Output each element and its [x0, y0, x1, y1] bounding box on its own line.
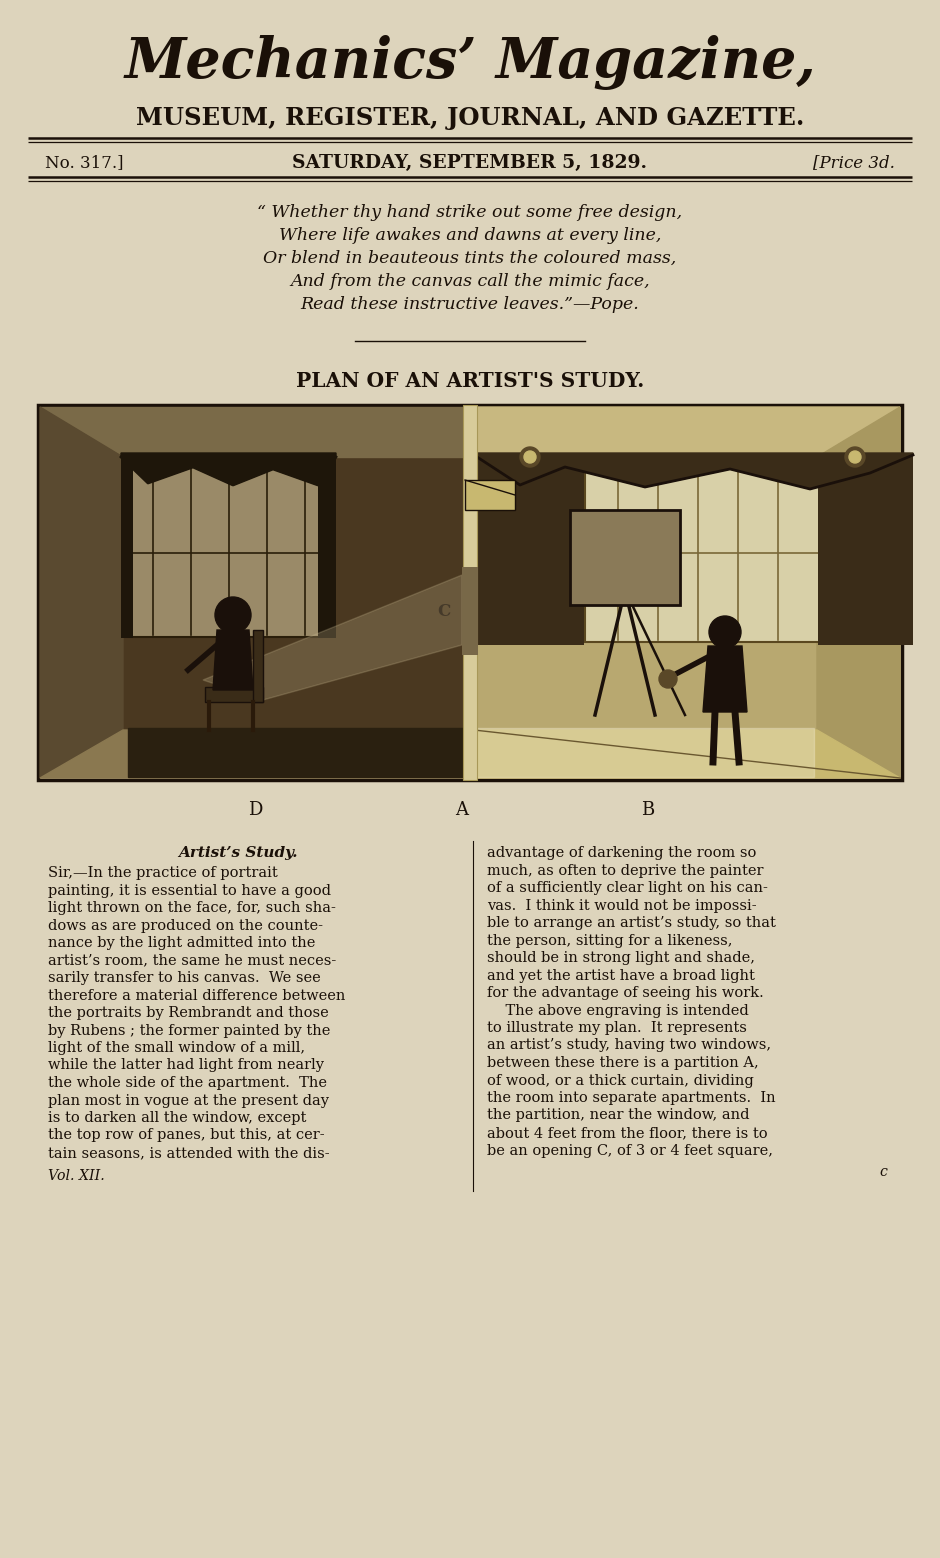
FancyBboxPatch shape [570, 509, 680, 605]
Text: of a sufficiently clear light on his can-: of a sufficiently clear light on his can… [487, 880, 768, 894]
Polygon shape [703, 647, 747, 712]
Text: MUSEUM, REGISTER, JOURNAL, AND GAZETTE.: MUSEUM, REGISTER, JOURNAL, AND GAZETTE. [135, 106, 805, 129]
Text: E: E [505, 464, 518, 481]
FancyBboxPatch shape [205, 687, 263, 703]
Text: Sir,—In the practice of portrait: Sir,—In the practice of portrait [48, 866, 277, 880]
Text: the portraits by Rembrandt and those: the portraits by Rembrandt and those [48, 1006, 329, 1020]
Text: light thrown on the face, for, such sha-: light thrown on the face, for, such sha- [48, 901, 336, 915]
Text: of wood, or a thick curtain, dividing: of wood, or a thick curtain, dividing [487, 1073, 754, 1087]
FancyBboxPatch shape [121, 453, 133, 637]
Text: to illustrate my plan.  It represents: to illustrate my plan. It represents [487, 1020, 747, 1035]
Text: SATURDAY, SEPTEMBER 5, 1829.: SATURDAY, SEPTEMBER 5, 1829. [292, 154, 648, 171]
Text: between these there is a partition A,: between these there is a partition A, [487, 1056, 759, 1070]
Text: And from the canvas call the mimic face,: And from the canvas call the mimic face, [290, 273, 650, 290]
Text: Artist’s Study.: Artist’s Study. [179, 846, 298, 860]
Circle shape [524, 450, 536, 463]
Text: advantage of darkening the room so: advantage of darkening the room so [487, 846, 757, 860]
Text: [Price 3d.: [Price 3d. [813, 154, 895, 171]
FancyBboxPatch shape [462, 567, 478, 654]
Text: Read these instructive leaves.”—Pope.: Read these instructive leaves.”—Pope. [301, 296, 639, 313]
Polygon shape [203, 575, 462, 700]
FancyBboxPatch shape [465, 480, 515, 509]
Polygon shape [474, 731, 900, 777]
FancyBboxPatch shape [253, 629, 263, 703]
FancyBboxPatch shape [126, 456, 321, 637]
Polygon shape [474, 453, 913, 489]
Text: the whole side of the apartment.  The: the whole side of the apartment. The [48, 1077, 327, 1091]
Text: dows as are produced on the counte-: dows as are produced on the counte- [48, 919, 323, 933]
Circle shape [659, 670, 677, 689]
Text: the partition, near the window, and: the partition, near the window, and [487, 1108, 749, 1122]
Polygon shape [121, 453, 336, 485]
Polygon shape [474, 407, 900, 456]
FancyBboxPatch shape [38, 405, 902, 781]
FancyBboxPatch shape [818, 453, 913, 645]
Text: should be in strong light and shade,: should be in strong light and shade, [487, 950, 755, 964]
FancyBboxPatch shape [463, 405, 477, 781]
Text: the room into separate apartments.  In: the room into separate apartments. In [487, 1091, 776, 1105]
Text: is to darken all the window, except: is to darken all the window, except [48, 1111, 306, 1125]
Text: painting, it is essential to have a good: painting, it is essential to have a good [48, 883, 331, 897]
Text: Mechanics’ Magazine,: Mechanics’ Magazine, [124, 34, 816, 89]
Text: PLAN OF AN ARTIST'S STUDY.: PLAN OF AN ARTIST'S STUDY. [296, 371, 644, 391]
Text: The above engraving is intended: The above engraving is intended [487, 1003, 749, 1017]
Text: plan most in vogue at the present day: plan most in vogue at the present day [48, 1094, 329, 1108]
Text: No. 317.]: No. 317.] [45, 154, 123, 171]
FancyBboxPatch shape [318, 453, 336, 637]
Text: Or blend in beauteous tints the coloured mass,: Or blend in beauteous tints the coloured… [263, 249, 677, 266]
Polygon shape [40, 407, 466, 456]
Polygon shape [128, 728, 465, 777]
Text: tain seasons, is attended with the dis-: tain seasons, is attended with the dis- [48, 1147, 330, 1161]
Text: be an opening C, of 3 or 4 feet square,: be an opening C, of 3 or 4 feet square, [487, 1144, 773, 1158]
Polygon shape [40, 731, 466, 777]
Text: “ Whether thy hand strike out some free design,: “ Whether thy hand strike out some free … [258, 204, 682, 221]
Circle shape [845, 447, 865, 467]
Text: while the latter had light from nearly: while the latter had light from nearly [48, 1058, 324, 1072]
Polygon shape [474, 728, 814, 777]
FancyBboxPatch shape [40, 407, 468, 777]
FancyBboxPatch shape [585, 456, 820, 642]
Circle shape [520, 447, 540, 467]
Text: the person, sitting for a likeness,: the person, sitting for a likeness, [487, 933, 732, 947]
FancyBboxPatch shape [474, 453, 584, 645]
Text: and yet the artist have a broad light: and yet the artist have a broad light [487, 969, 755, 983]
Text: D: D [248, 801, 262, 820]
Circle shape [709, 615, 741, 648]
Text: the top row of panes, but this, at cer-: the top row of panes, but this, at cer- [48, 1128, 324, 1142]
Text: artist’s room, the same he must neces-: artist’s room, the same he must neces- [48, 953, 337, 968]
Text: nance by the light admitted into the: nance by the light admitted into the [48, 936, 316, 950]
Text: therefore a material difference between: therefore a material difference between [48, 988, 345, 1002]
Text: B: B [641, 801, 654, 820]
Polygon shape [40, 407, 123, 777]
Text: Where life awakes and dawns at every line,: Where life awakes and dawns at every lin… [279, 226, 661, 243]
Text: for the advantage of seeing his work.: for the advantage of seeing his work. [487, 986, 763, 1000]
Text: ble to arrange an artist’s study, so that: ble to arrange an artist’s study, so tha… [487, 916, 776, 930]
Text: much, as often to deprive the painter: much, as often to deprive the painter [487, 863, 763, 877]
Text: sarily transfer to his canvas.  We see: sarily transfer to his canvas. We see [48, 971, 321, 985]
Text: c: c [879, 1165, 887, 1179]
Circle shape [215, 597, 251, 633]
Polygon shape [817, 407, 900, 777]
Text: by Rubens ; the former painted by the: by Rubens ; the former painted by the [48, 1024, 330, 1038]
Text: vas.  I think it would not be impossi-: vas. I think it would not be impossi- [487, 899, 757, 913]
Circle shape [849, 450, 861, 463]
Text: about 4 feet from the floor, there is to: about 4 feet from the floor, there is to [487, 1126, 768, 1140]
Text: A: A [456, 801, 468, 820]
Polygon shape [213, 629, 253, 690]
Text: light of the small window of a mill,: light of the small window of a mill, [48, 1041, 306, 1055]
FancyBboxPatch shape [474, 407, 900, 777]
Text: Vol. XII.: Vol. XII. [48, 1170, 104, 1184]
Text: C: C [437, 603, 450, 620]
Text: an artist’s study, having two windows,: an artist’s study, having two windows, [487, 1039, 771, 1053]
